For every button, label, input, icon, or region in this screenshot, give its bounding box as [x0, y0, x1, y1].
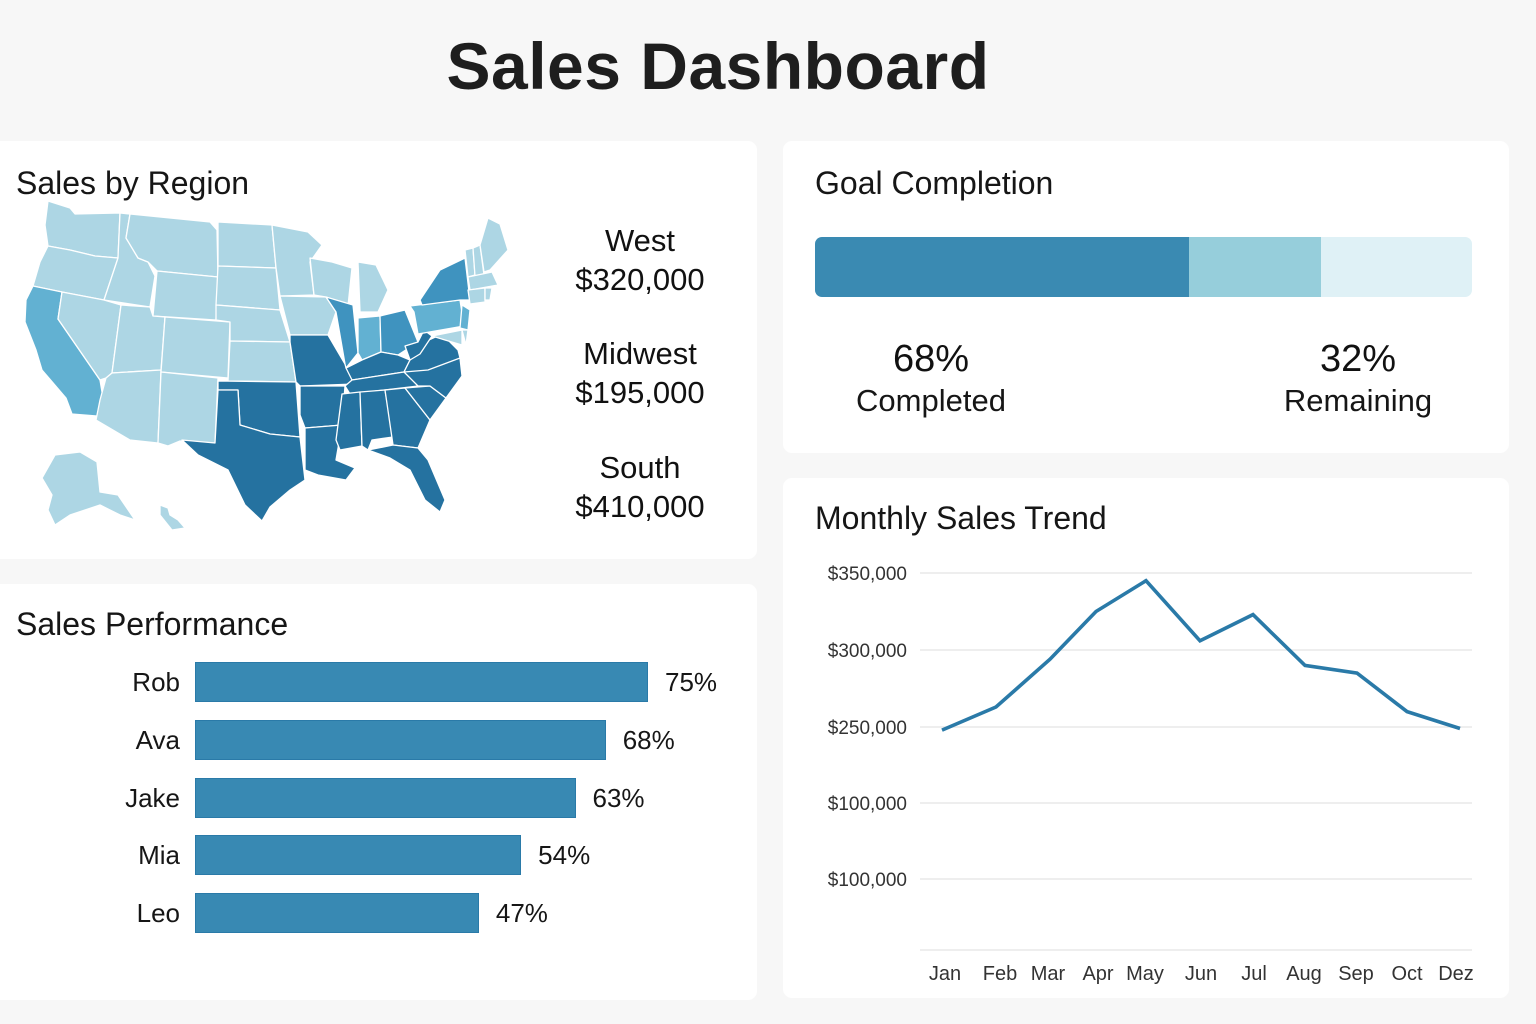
sales-performance-title: Sales Performance — [16, 606, 289, 642]
performance-bar — [195, 893, 479, 933]
performance-name: Ava — [135, 725, 180, 755]
monthly-sales-line-chart: $350,000 $300,000 $250,000 $100,000 $100,000… — [828, 564, 1474, 985]
performance-row: Rob 75% — [0, 662, 757, 702]
region-west: West $320,000 — [530, 221, 750, 299]
performance-name: Leo — [136, 898, 180, 928]
region-south: South $410,000 — [530, 448, 750, 526]
x-tick-label: Feb — [983, 963, 1017, 985]
state-ri — [484, 287, 493, 301]
state-ak — [41, 451, 136, 526]
state-wy — [152, 270, 219, 321]
x-tick-label: Jan — [929, 963, 961, 985]
x-tick-label: Mar — [1031, 963, 1066, 985]
state-mo — [289, 334, 356, 387]
performance-value: 47% — [495, 898, 548, 928]
x-tick-label: Sep — [1338, 963, 1374, 985]
state-ms — [335, 391, 363, 451]
remaining-label: Remaining — [1283, 383, 1433, 418]
sales-by-region-title: Sales by Region — [16, 165, 250, 201]
x-tick-label: Aug — [1286, 963, 1322, 985]
goal-segment-completed — [815, 237, 1190, 297]
state-ga — [384, 387, 431, 449]
performance-bar — [195, 835, 522, 875]
region-name: West — [604, 223, 676, 258]
performance-bar — [195, 778, 576, 818]
state-nj — [459, 304, 471, 331]
page-title: Sales Dashboard — [446, 29, 990, 103]
performance-row: Leo 47% — [0, 893, 757, 933]
goal-completion-card: Goal Completion 68% Completed 32% Remain… — [783, 141, 1509, 453]
region-name: South — [599, 450, 681, 485]
performance-value: 63% — [592, 783, 645, 813]
goal-segment-mid — [1189, 237, 1321, 297]
region-name: Midwest — [583, 336, 697, 371]
performance-bar — [195, 720, 606, 760]
region-midwest: Midwest $195,000 — [530, 334, 750, 412]
goal-segment-remaining — [1320, 237, 1472, 297]
x-tick-label: Jun — [1185, 963, 1217, 985]
state-az — [95, 369, 162, 444]
y-tick-label: $100,000 — [828, 870, 907, 891]
state-mi — [357, 261, 389, 313]
completed-percent: 68% — [892, 338, 970, 380]
state-ma — [467, 271, 499, 291]
goal-completion-title: Goal Completion — [815, 165, 1054, 201]
state-ia — [279, 295, 337, 336]
state-de — [461, 329, 469, 346]
sales-performance-card: Sales Performance Rob 75% Ava 68% Jake 63% Mia… — [0, 584, 757, 1000]
performance-name: Mia — [138, 840, 180, 870]
state-ks — [227, 340, 297, 383]
remaining-percent: 32% — [1319, 338, 1397, 380]
state-hi — [159, 504, 186, 531]
region-value: $320,000 — [575, 262, 705, 297]
goal-progress-bar — [815, 237, 1472, 297]
goal-remaining-stat: 32% Remaining — [1238, 337, 1478, 421]
sales-line — [941, 578, 1461, 732]
performance-name: Rob — [132, 667, 180, 697]
performance-name: Jake — [125, 783, 180, 813]
state-nd — [217, 221, 277, 269]
state-nm — [157, 371, 219, 447]
us-map — [24, 200, 509, 531]
state-tx — [181, 389, 306, 522]
completed-label: Completed — [856, 383, 1006, 418]
x-tick-label: Dez — [1438, 963, 1474, 985]
monthly-sales-trend-card: Monthly Sales Trend $350,000 $300,000 $250… — [783, 478, 1509, 998]
y-tick-label: $350,000 — [828, 564, 907, 585]
x-tick-label: Oct — [1391, 963, 1423, 985]
state-me — [479, 217, 509, 273]
performance-value: 68% — [622, 725, 675, 755]
performance-value: 75% — [665, 667, 718, 697]
state-pa — [409, 299, 465, 335]
state-ct — [467, 287, 486, 305]
state-fl — [367, 444, 446, 513]
y-tick-label: $250,000 — [828, 718, 907, 739]
y-tick-label: $100,000 — [828, 794, 907, 815]
performance-value: 54% — [538, 840, 591, 870]
x-tick-label: Jul — [1241, 963, 1267, 985]
sales-by-region-card: Sales by Region West $320,000 Midwest $1… — [0, 141, 757, 559]
performance-row: Ava 68% — [0, 720, 757, 760]
state-md — [431, 329, 463, 346]
goal-completed-stat: 68% Completed — [811, 337, 1051, 421]
performance-row: Jake 63% — [0, 778, 757, 818]
state-sd — [215, 265, 281, 311]
performance-row: Mia 54% — [0, 835, 757, 875]
region-value: $195,000 — [575, 375, 705, 410]
y-tick-label: $300,000 — [828, 641, 907, 662]
state-co — [160, 316, 231, 379]
x-tick-label: Apr — [1082, 963, 1113, 985]
x-tick-label: May — [1126, 963, 1164, 985]
performance-bar — [195, 662, 648, 702]
region-value: $410,000 — [575, 489, 705, 524]
state-ny — [419, 257, 471, 306]
monthly-sales-trend-title: Monthly Sales Trend — [815, 500, 1107, 536]
